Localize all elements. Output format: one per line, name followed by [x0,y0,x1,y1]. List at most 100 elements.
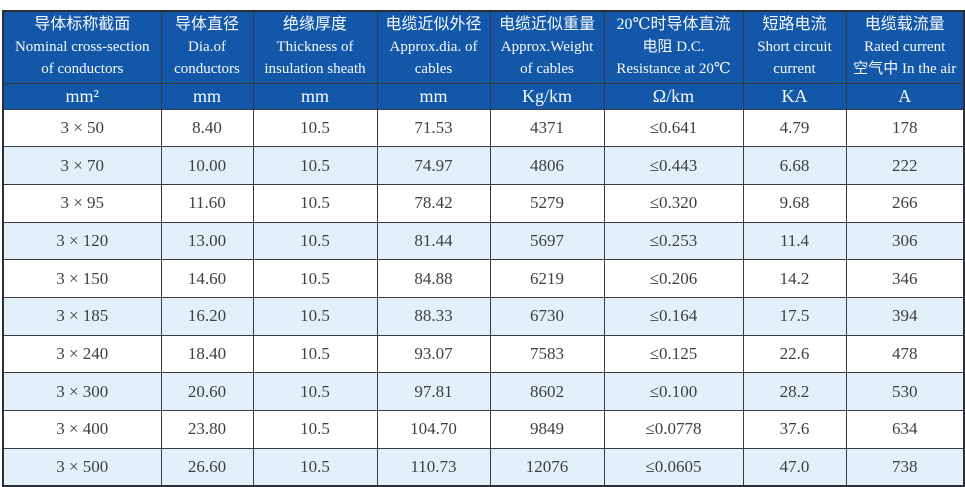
unit-cell: A [845,82,965,110]
header-line-en: cables [414,61,453,78]
unit-cell: Kg/km [489,82,605,110]
table-cell: 88.33 [376,296,491,336]
table-cell: 266 [845,183,965,223]
column-header-short-circuit-current: 短路电流 Short circuit current [742,10,847,84]
table-cell: 10.5 [252,447,378,487]
header-line-en: 电阻 D.C. [642,39,705,56]
table-row: 3 × 50 8.40 10.5 71.53 4371 ≤0.641 4.79 178 [2,108,965,148]
table-cell: 3 × 120 [2,221,162,261]
table-cell: 3 × 70 [2,146,162,185]
table-cell: 222 [845,146,965,185]
header-line-en: insulation sheath [264,61,366,78]
unit-cell: mm [252,82,378,110]
table-cell: 8.40 [160,108,254,148]
table-row: 3 × 500 26.60 10.5 110.73 12076 ≤0.0605 47.0 73… [2,447,965,487]
table-cell: 3 × 500 [2,447,162,487]
table-cell: 3 × 400 [2,410,162,449]
table-cell: 14.2 [742,259,847,298]
table-cell: 5697 [489,221,605,261]
table-cell: 23.80 [160,410,254,449]
table-cell: ≤0.0605 [603,447,744,487]
table-cell: 10.5 [252,108,378,148]
table-body: 3 × 50 8.40 10.5 71.53 4371 ≤0.641 4.79 178 3 × … [2,108,965,487]
table-cell: 22.6 [742,334,847,374]
cable-spec-table: 导体标称截面 Nominal cross-section of conducto… [2,10,965,487]
table-cell: 530 [845,372,965,411]
header-line-en: Resistance at 20℃ [616,61,731,78]
header-line-zh: 导体标称截面 [34,16,131,34]
table-cell: 6.68 [742,146,847,185]
table-cell: 6219 [489,259,605,298]
table-cell: 28.2 [742,372,847,411]
table-cell: 10.5 [252,221,378,261]
table-cell: 10.00 [160,146,254,185]
unit-cell: KA [742,82,847,110]
table-cell: 97.81 [376,372,491,411]
unit-cell: Ω/km [603,82,744,110]
table-cell: 11.4 [742,221,847,261]
table-cell: 394 [845,296,965,336]
header-line-zh: 导体直径 [174,16,239,34]
table-cell: 81.44 [376,221,491,261]
table-cell: 14.60 [160,259,254,298]
table-cell: ≤0.125 [603,334,744,374]
table-cell: 4.79 [742,108,847,148]
table-cell: ≤0.100 [603,372,744,411]
table-cell: 26.60 [160,447,254,487]
table-cell: 346 [845,259,965,298]
header-line-en: Dia.of [188,39,226,56]
table-cell: 10.5 [252,372,378,411]
table-cell: 104.70 [376,410,491,449]
column-header-insulation-thickness: 绝缘厚度 Thickness of insulation sheath [252,10,378,84]
table-cell: 3 × 185 [2,296,162,336]
table-cell: ≤0.443 [603,146,744,185]
units-row: mm² mm mm mm Kg/km Ω/km KA A [2,82,965,110]
header-line-zh: 电缆载流量 [864,16,945,34]
table-row: 3 × 300 20.60 10.5 97.81 8602 ≤0.100 28.2 530 [2,372,965,411]
table-cell: 3 × 50 [2,108,162,148]
table-cell: 16.20 [160,296,254,336]
table-cell: 738 [845,447,965,487]
column-header-approx-diameter: 电缆近似外径 Approx.dia. of cables [376,10,491,84]
table-cell: ≤0.253 [603,221,744,261]
table-cell: ≤0.320 [603,183,744,223]
header-line-en: Rated current [864,39,946,56]
table-cell: 20.60 [160,372,254,411]
table-cell: 4371 [489,108,605,148]
table-cell: 12076 [489,447,605,487]
header-line-en: of conductors [41,61,124,78]
table-cell: 18.40 [160,334,254,374]
table-row: 3 × 185 16.20 10.5 88.33 6730 ≤0.164 17.5 394 [2,296,965,336]
header-line-en: Nominal cross-section [14,39,150,56]
column-header-rated-current: 电缆载流量 Rated current 空气中 In the air [845,10,965,84]
table-row: 3 × 120 13.00 10.5 81.44 5697 ≤0.253 11.4 306 [2,221,965,261]
table-header: 导体标称截面 Nominal cross-section of conducto… [2,10,965,110]
unit-cell: mm [376,82,491,110]
unit-cell: mm [160,82,254,110]
table-cell: 4806 [489,146,605,185]
table-cell: 10.5 [252,334,378,374]
header-line-en: Approx.Weight [500,39,594,56]
column-header-nominal-cross-section: 导体标称截面 Nominal cross-section of conducto… [2,10,162,84]
header-line-zh: 绝缘厚度 [282,16,347,34]
column-header-conductor-diameter: 导体直径 Dia.of conductors [160,10,254,84]
header-line-zh: 电缆近似重量 [498,16,595,34]
header-line-en: Approx.dia. of [389,39,478,56]
table-cell: 478 [845,334,965,374]
table-cell: 74.97 [376,146,491,185]
header-line-en: current [773,61,816,78]
header-line-zh: 20℃时导体直流 [616,16,731,34]
table-cell: 37.6 [742,410,847,449]
table-cell: 93.07 [376,334,491,374]
header-line-en: Short circuit [757,39,832,56]
table-cell: ≤0.641 [603,108,744,148]
table-cell: 7583 [489,334,605,374]
table-cell: 110.73 [376,447,491,487]
table-cell: ≤0.206 [603,259,744,298]
table-cell: 3 × 95 [2,183,162,223]
table-cell: 306 [845,221,965,261]
table-cell: ≤0.164 [603,296,744,336]
header-row: 导体标称截面 Nominal cross-section of conducto… [2,10,965,84]
column-header-approx-weight: 电缆近似重量 Approx.Weight of cables [489,10,605,84]
